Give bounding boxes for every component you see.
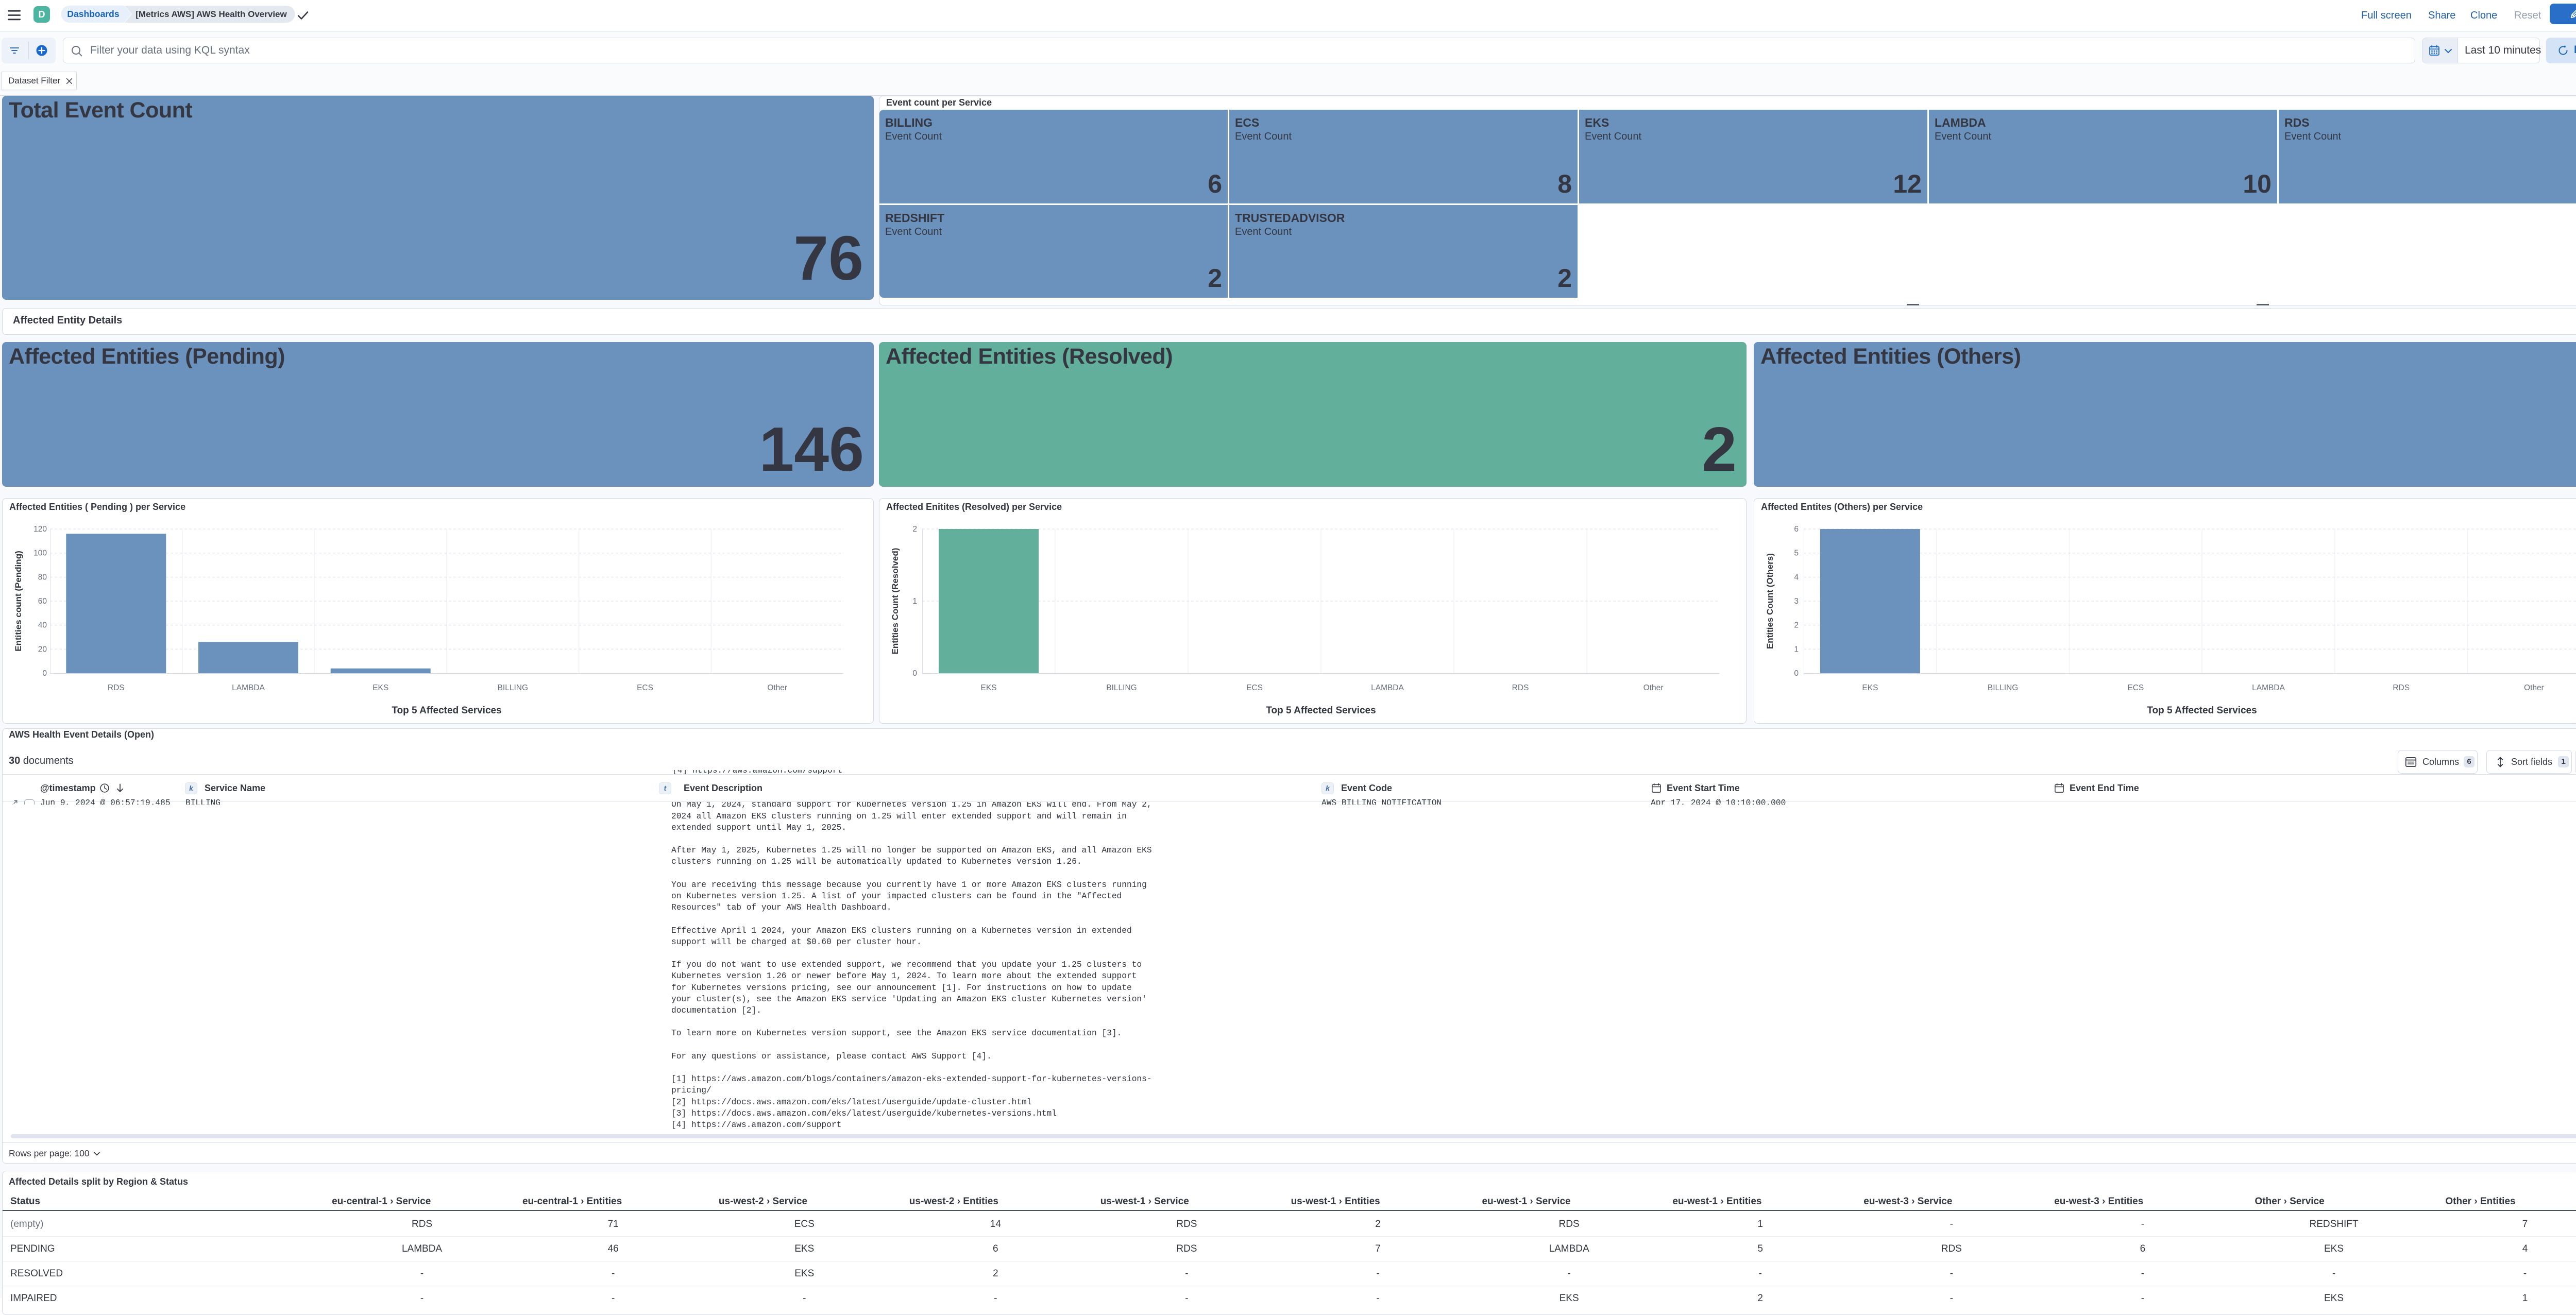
svg-text:100: 100	[33, 549, 47, 558]
svg-text:RDS: RDS	[2393, 684, 2410, 692]
svg-text:3: 3	[1794, 597, 1799, 606]
svg-text:EKS: EKS	[1862, 684, 1878, 692]
svg-text:Other: Other	[2524, 684, 2544, 692]
svg-text:Top 5 Affected Services: Top 5 Affected Services	[2147, 705, 2257, 716]
svg-text:4: 4	[1794, 573, 1799, 582]
svg-text:[Metrics AWS] AWS Health Overv: [Metrics AWS] AWS Health Overview	[135, 9, 287, 19]
svg-text:ECS: ECS	[2127, 684, 2144, 692]
svg-text:120: 120	[33, 525, 47, 534]
svg-text:1: 1	[912, 597, 917, 606]
svg-text:0: 0	[912, 669, 917, 678]
svg-text:Entities count (Pending): Entities count (Pending)	[13, 551, 23, 652]
svg-text:ECS: ECS	[1246, 684, 1263, 692]
svg-text:Top 5 Affected Services: Top 5 Affected Services	[1266, 705, 1376, 716]
svg-text:1: 1	[1794, 645, 1799, 654]
svg-text:2: 2	[1794, 621, 1799, 630]
svg-text:0: 0	[42, 669, 47, 678]
svg-text:Entities Count (Others): Entities Count (Others)	[1765, 553, 1775, 649]
svg-text:Entities Count (Resolved): Entities Count (Resolved)	[890, 548, 900, 655]
svg-text:LAMBDA: LAMBDA	[232, 684, 265, 692]
svg-text:EKS: EKS	[372, 684, 388, 692]
svg-text:BILLING: BILLING	[1988, 684, 2018, 692]
svg-text:RDS: RDS	[1512, 684, 1529, 692]
svg-text:ECS: ECS	[637, 684, 653, 692]
svg-text:Other: Other	[1643, 684, 1664, 692]
svg-text:Dashboards: Dashboards	[67, 9, 119, 19]
svg-text:RDS: RDS	[108, 684, 125, 692]
svg-text:60: 60	[38, 597, 47, 606]
svg-text:LAMBDA: LAMBDA	[1371, 684, 1404, 692]
svg-text:2: 2	[912, 525, 917, 534]
svg-text:0: 0	[1794, 669, 1799, 678]
svg-text:Other: Other	[767, 684, 787, 692]
svg-text:80: 80	[38, 573, 47, 582]
svg-text:BILLING: BILLING	[498, 684, 528, 692]
svg-text:EKS: EKS	[980, 684, 996, 692]
svg-text:BILLING: BILLING	[1106, 684, 1137, 692]
svg-text:5: 5	[1794, 549, 1799, 558]
svg-text:LAMBDA: LAMBDA	[2252, 684, 2285, 692]
svg-text:Top 5 Affected Services: Top 5 Affected Services	[392, 705, 501, 716]
svg-text:20: 20	[38, 645, 47, 654]
svg-text:6: 6	[1794, 525, 1799, 534]
svg-text:40: 40	[38, 621, 47, 630]
